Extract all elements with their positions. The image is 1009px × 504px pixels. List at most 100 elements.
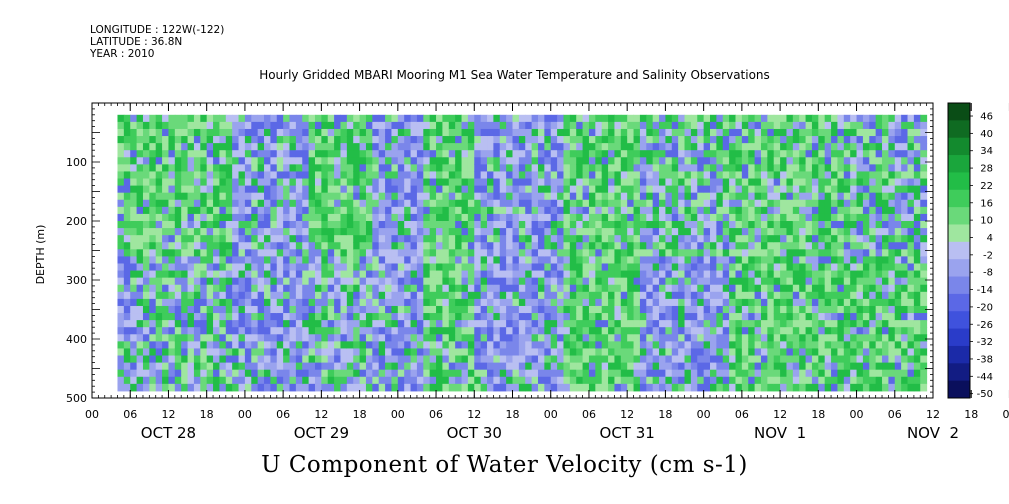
field-cell (340, 121, 348, 130)
field-cell (799, 206, 807, 215)
field-cell (251, 235, 259, 243)
field-cell (875, 348, 883, 357)
field-cell (569, 228, 577, 236)
field-cell (633, 263, 641, 272)
field-cell (843, 291, 851, 300)
field-cell (818, 221, 826, 229)
field-cell (837, 228, 845, 236)
field-cell (620, 143, 628, 151)
field-cell (595, 164, 603, 172)
field-cell (767, 242, 775, 250)
field-cell (678, 192, 686, 201)
field-cell (824, 284, 832, 293)
field-cell (907, 143, 915, 151)
field-cell (270, 341, 278, 349)
field-cell (805, 121, 813, 130)
field-cell (620, 164, 628, 172)
field-cell (289, 221, 297, 229)
field-cell (831, 235, 838, 243)
field-cell (410, 128, 418, 137)
field-cell (372, 313, 380, 321)
field-cell (149, 305, 157, 314)
field-cell (856, 242, 864, 250)
field-cell (244, 327, 252, 335)
field-cell (582, 284, 590, 293)
field-cell (582, 157, 590, 165)
field-cell (843, 341, 851, 349)
field-cell (289, 334, 297, 342)
field-cell (588, 150, 596, 158)
field-cell (512, 235, 520, 243)
field-cell (442, 228, 450, 236)
field-cell (200, 355, 208, 364)
field-cell (620, 136, 628, 144)
field-cell (894, 327, 902, 335)
field-cell (455, 213, 463, 222)
field-cell (474, 348, 482, 357)
field-cell (512, 263, 520, 272)
field-cell (359, 213, 367, 222)
field-cell (862, 298, 870, 307)
field-cell (697, 376, 705, 385)
field-cell (907, 313, 915, 321)
field-cell (487, 206, 494, 215)
field-cell (359, 249, 367, 257)
field-cell (467, 348, 475, 357)
field-cell (162, 348, 169, 357)
field-cell (537, 128, 545, 137)
field-cell (448, 256, 456, 264)
field-cell (741, 284, 749, 293)
field-cell (416, 121, 424, 130)
field-cell (614, 341, 622, 349)
field-cell (423, 341, 431, 349)
field-cell (544, 171, 552, 180)
field-cell (512, 114, 520, 123)
field-cell (474, 114, 482, 123)
field-cell (818, 320, 826, 328)
field-cell (416, 362, 424, 371)
field-cell (270, 334, 278, 342)
field-cell (168, 228, 176, 236)
field-cell (372, 228, 380, 236)
field-cell (206, 143, 214, 151)
field-cell (340, 313, 348, 321)
field-cell (378, 178, 386, 187)
field-cell (448, 383, 456, 392)
field-cell (499, 249, 507, 257)
field-cell (633, 228, 641, 236)
field-cell (455, 157, 463, 165)
field-cell (531, 171, 539, 180)
field-cell (276, 320, 284, 328)
field-cell (117, 157, 125, 165)
field-cell (442, 298, 450, 307)
field-cell (404, 178, 412, 187)
field-cell (869, 277, 877, 286)
field-cell (416, 178, 424, 187)
field-cell (856, 369, 864, 378)
field-cell (346, 313, 354, 321)
field-cell (225, 313, 233, 321)
field-cell (659, 143, 666, 151)
field-cell (372, 128, 380, 137)
field-cell (729, 277, 736, 286)
field-cell (525, 284, 533, 293)
field-cell (308, 114, 316, 123)
field-cell (455, 355, 463, 364)
field-cell (678, 185, 686, 194)
field-cell (512, 128, 520, 137)
field-cell (780, 114, 787, 123)
field-cell (633, 305, 641, 314)
field-cell (659, 199, 666, 208)
field-cell (378, 369, 386, 378)
field-cell (907, 263, 915, 272)
field-cell (340, 341, 348, 349)
field-cell (843, 206, 851, 215)
field-cell (480, 206, 488, 215)
field-cell (920, 291, 928, 300)
field-cell (537, 185, 545, 194)
field-cell (321, 298, 329, 307)
field-cell (518, 341, 526, 349)
field-cell (614, 383, 622, 392)
field-cell (576, 178, 584, 187)
field-cell (722, 334, 730, 342)
